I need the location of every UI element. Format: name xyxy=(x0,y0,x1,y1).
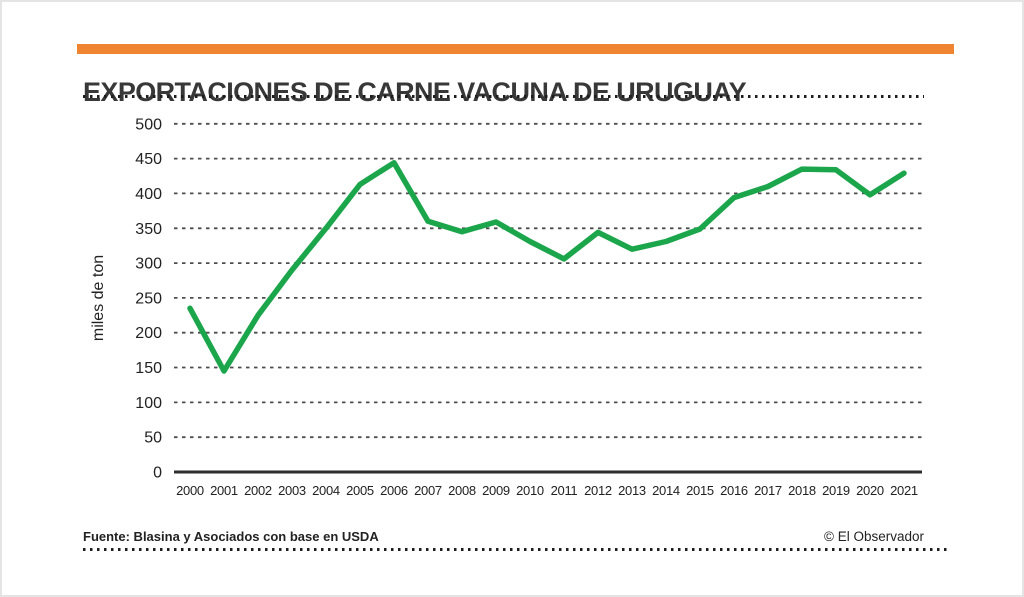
y-tick-label-500: 500 xyxy=(135,116,162,133)
page-title: EXPORTACIONES DE CARNE VACUNA DE URUGUAY xyxy=(83,77,747,108)
y-tick-label-450: 450 xyxy=(135,151,162,168)
x-tick-label-2000: 2000 xyxy=(176,483,204,498)
x-tick-label-2018: 2018 xyxy=(788,483,816,498)
x-tick-label-2006: 2006 xyxy=(380,483,408,498)
x-tick-label-2003: 2003 xyxy=(278,483,306,498)
x-tick-label-2010: 2010 xyxy=(516,483,544,498)
y-tick-label-350: 350 xyxy=(135,221,162,238)
x-tick-label-2011: 2011 xyxy=(551,483,578,498)
y-tick-label-300: 300 xyxy=(135,256,162,273)
credit-note: © El Observador xyxy=(824,529,924,544)
x-tick-label-2019: 2019 xyxy=(822,483,850,498)
x-tick-label-2017: 2017 xyxy=(754,483,782,498)
x-tick-label-2013: 2013 xyxy=(618,483,646,498)
footer-separator xyxy=(83,548,950,551)
x-tick-label-2007: 2007 xyxy=(414,483,442,498)
x-tick-label-2008: 2008 xyxy=(448,483,476,498)
y-tick-label-150: 150 xyxy=(135,360,162,377)
x-tick-label-2001: 2001 xyxy=(210,483,238,498)
x-tick-label-2020: 2020 xyxy=(856,483,884,498)
y-axis-title: miles de ton xyxy=(90,254,107,342)
source-note: Fuente: Blasina y Asociados con base en … xyxy=(83,529,379,544)
x-tick-label-2002: 2002 xyxy=(244,483,272,498)
x-tick-label-2004: 2004 xyxy=(312,483,340,498)
x-tick-label-2009: 2009 xyxy=(482,483,510,498)
y-tick-label-100: 100 xyxy=(135,395,162,412)
y-tick-label-0: 0 xyxy=(153,465,162,482)
x-tick-label-2015: 2015 xyxy=(686,483,714,498)
accent-bar xyxy=(77,44,954,54)
y-tick-label-400: 400 xyxy=(135,186,162,203)
title-separator xyxy=(83,95,924,98)
y-tick-label-200: 200 xyxy=(135,325,162,342)
x-tick-label-2005: 2005 xyxy=(346,483,374,498)
x-tick-label-2021: 2021 xyxy=(890,483,918,498)
y-tick-label-250: 250 xyxy=(135,290,162,307)
x-tick-label-2014: 2014 xyxy=(652,483,680,498)
x-tick-label-2016: 2016 xyxy=(720,483,748,498)
data-line xyxy=(187,160,907,374)
y-tick-label-50: 50 xyxy=(144,430,162,447)
x-tick-label-2012: 2012 xyxy=(584,483,612,498)
